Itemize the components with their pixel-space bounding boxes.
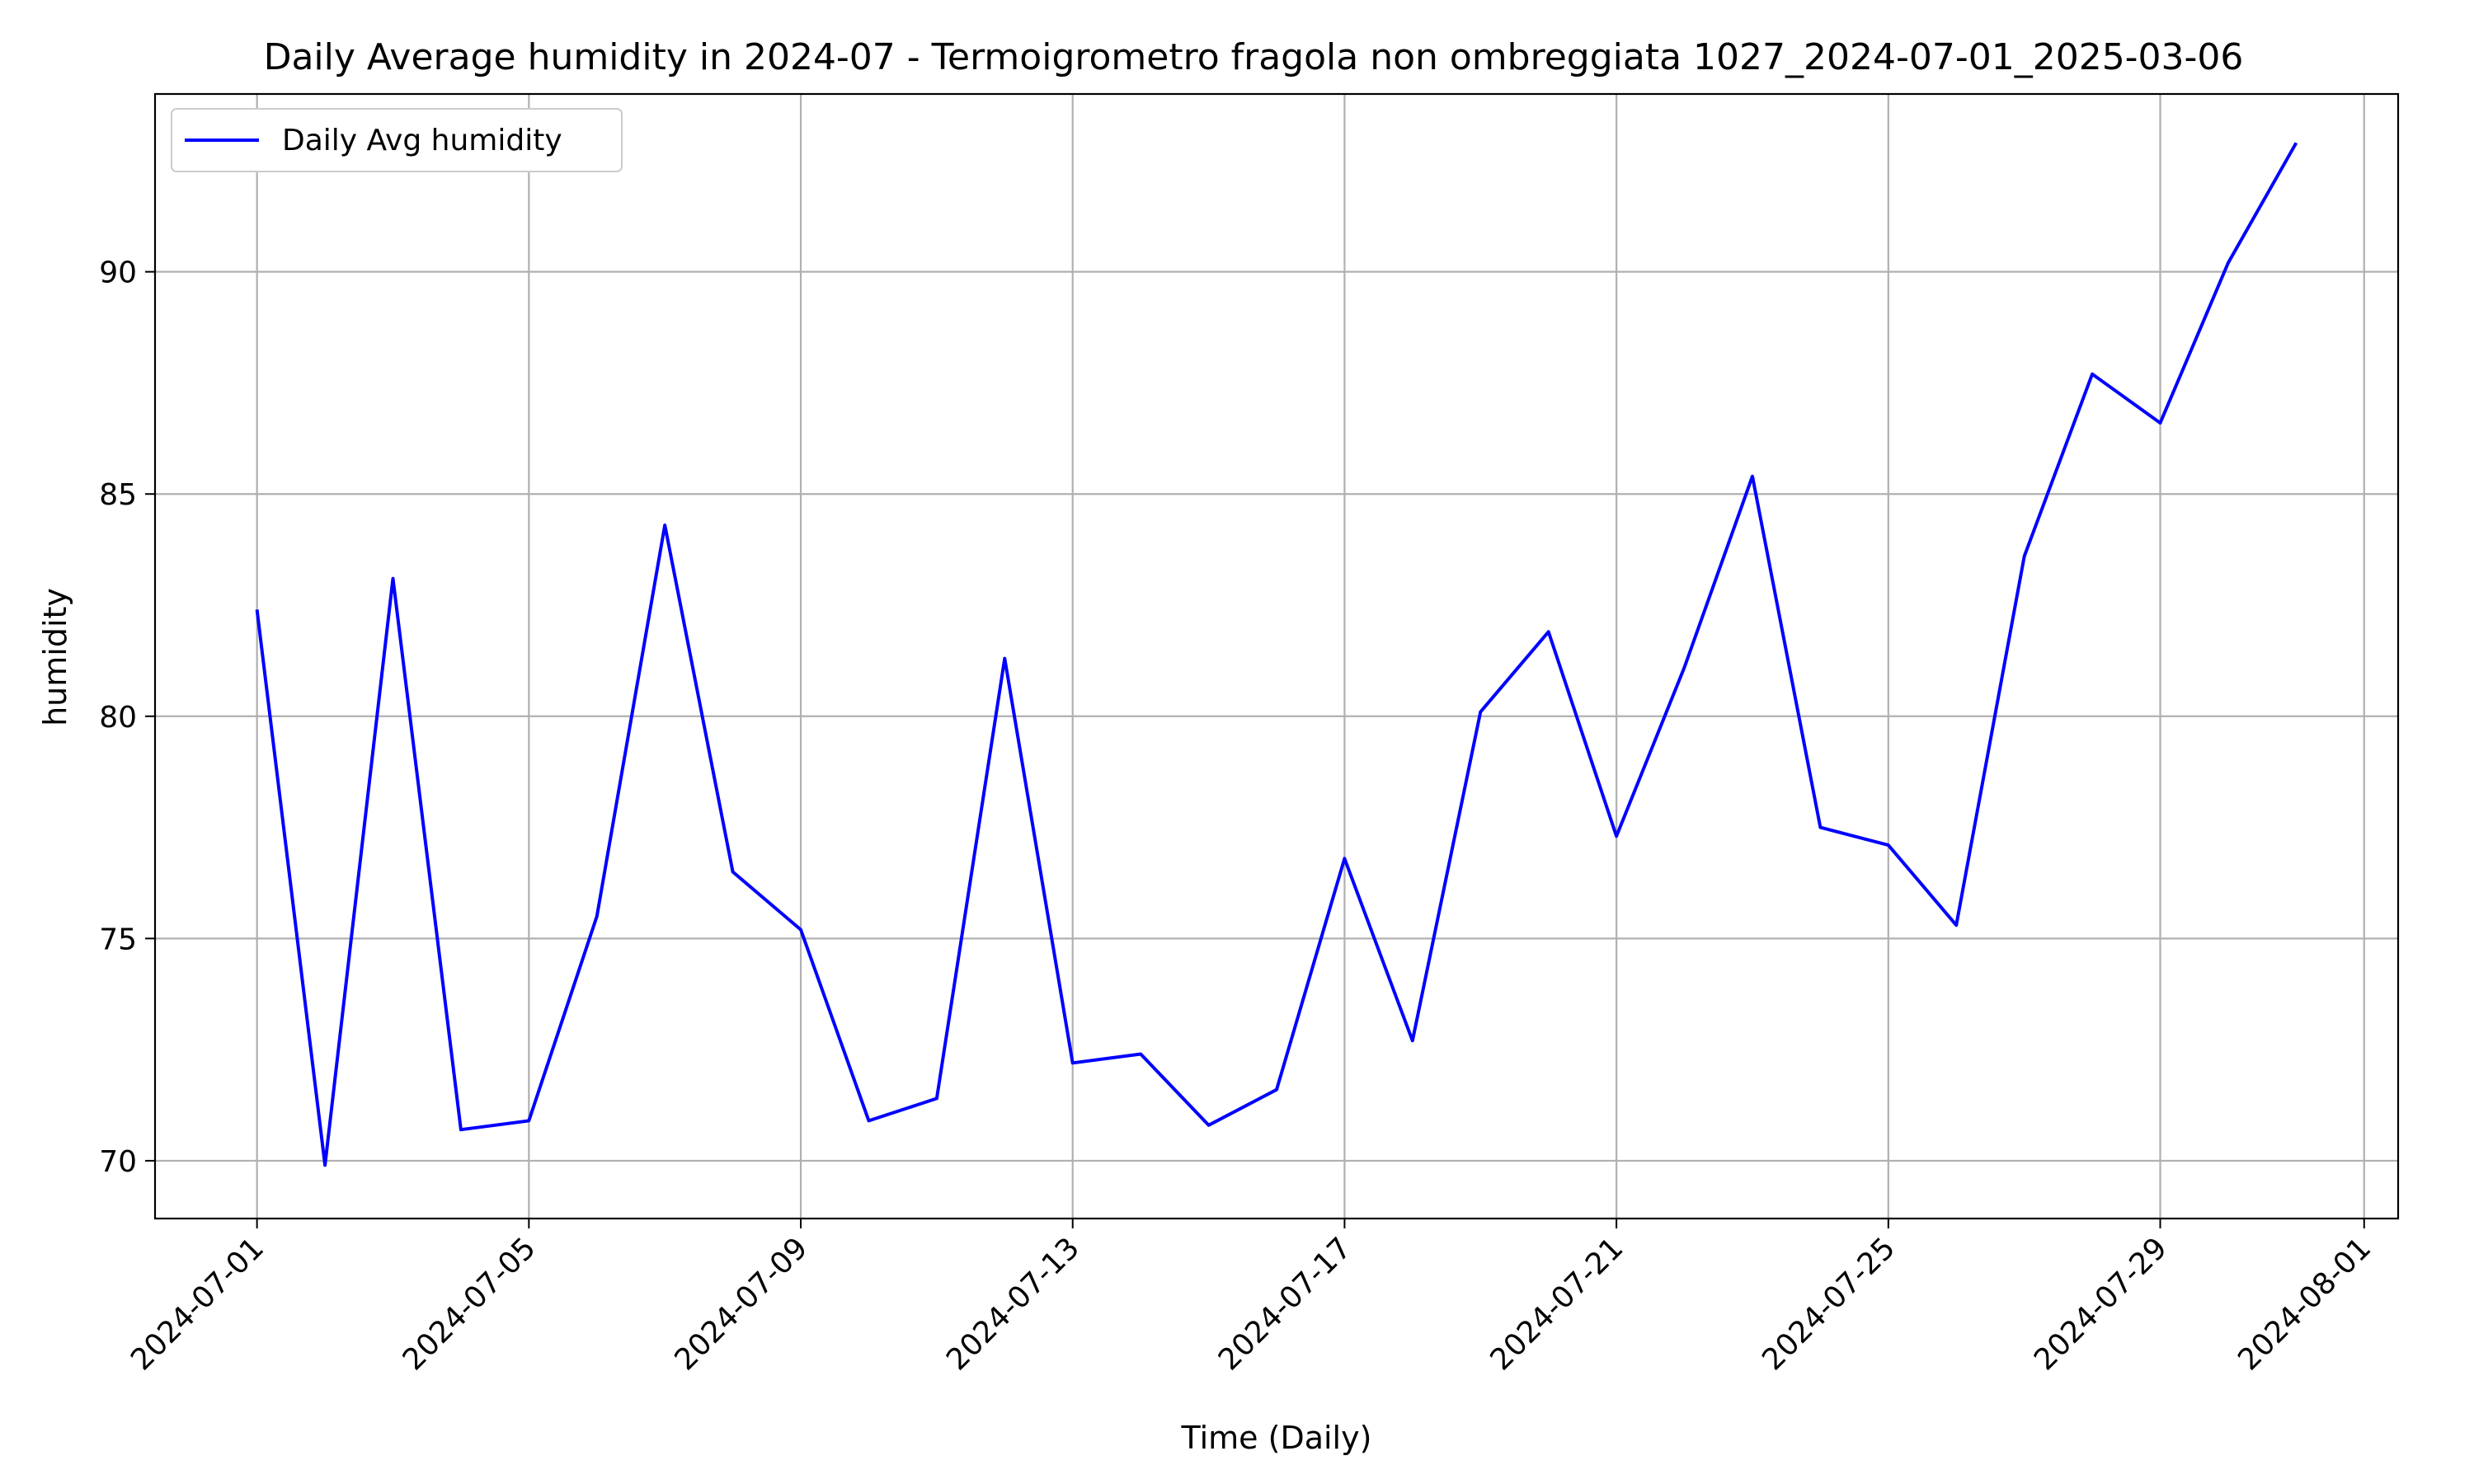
grid-layer xyxy=(155,94,2398,1219)
legend-box xyxy=(171,108,623,172)
series-line xyxy=(255,142,2298,1167)
y-tick-label: 75 xyxy=(99,923,137,956)
chart-title: Daily Average humidity in 2024-07 - Term… xyxy=(264,36,2244,78)
x-tick-label: 2024-07-21 xyxy=(1484,1231,1630,1377)
y-tick-label: 90 xyxy=(99,256,137,290)
y-axis: 70 75 80 85 90 xyxy=(99,256,155,1179)
x-tick-label: 2024-07-29 xyxy=(2028,1231,2174,1377)
x-tick-label: 2024-07-13 xyxy=(940,1231,1086,1377)
x-axis-label: Time (Daily) xyxy=(1181,1420,1372,1456)
x-tick-label: 2024-07-09 xyxy=(668,1231,814,1377)
legend: Daily Avg humidity xyxy=(171,108,623,172)
x-axis: 2024-07-01 2024-07-05 2024-07-09 2024-07-13… xyxy=(125,1219,2378,1377)
y-axis-label: humidity xyxy=(37,588,73,726)
series-layer xyxy=(255,142,2298,1167)
legend-entry: Daily Avg humidity xyxy=(282,124,562,157)
x-tick-label: 2024-08-01 xyxy=(2232,1231,2378,1377)
x-tick-label: 2024-07-17 xyxy=(1212,1231,1358,1377)
x-tick-label: 2024-07-05 xyxy=(397,1231,543,1377)
x-tick-label: 2024-07-01 xyxy=(125,1231,270,1377)
x-tick-label: 2024-07-25 xyxy=(1756,1231,1902,1377)
plot-frame xyxy=(153,92,2400,1220)
y-tick-label: 85 xyxy=(99,478,137,512)
y-tick-label: 70 xyxy=(99,1145,137,1179)
y-tick-label: 80 xyxy=(99,701,137,735)
